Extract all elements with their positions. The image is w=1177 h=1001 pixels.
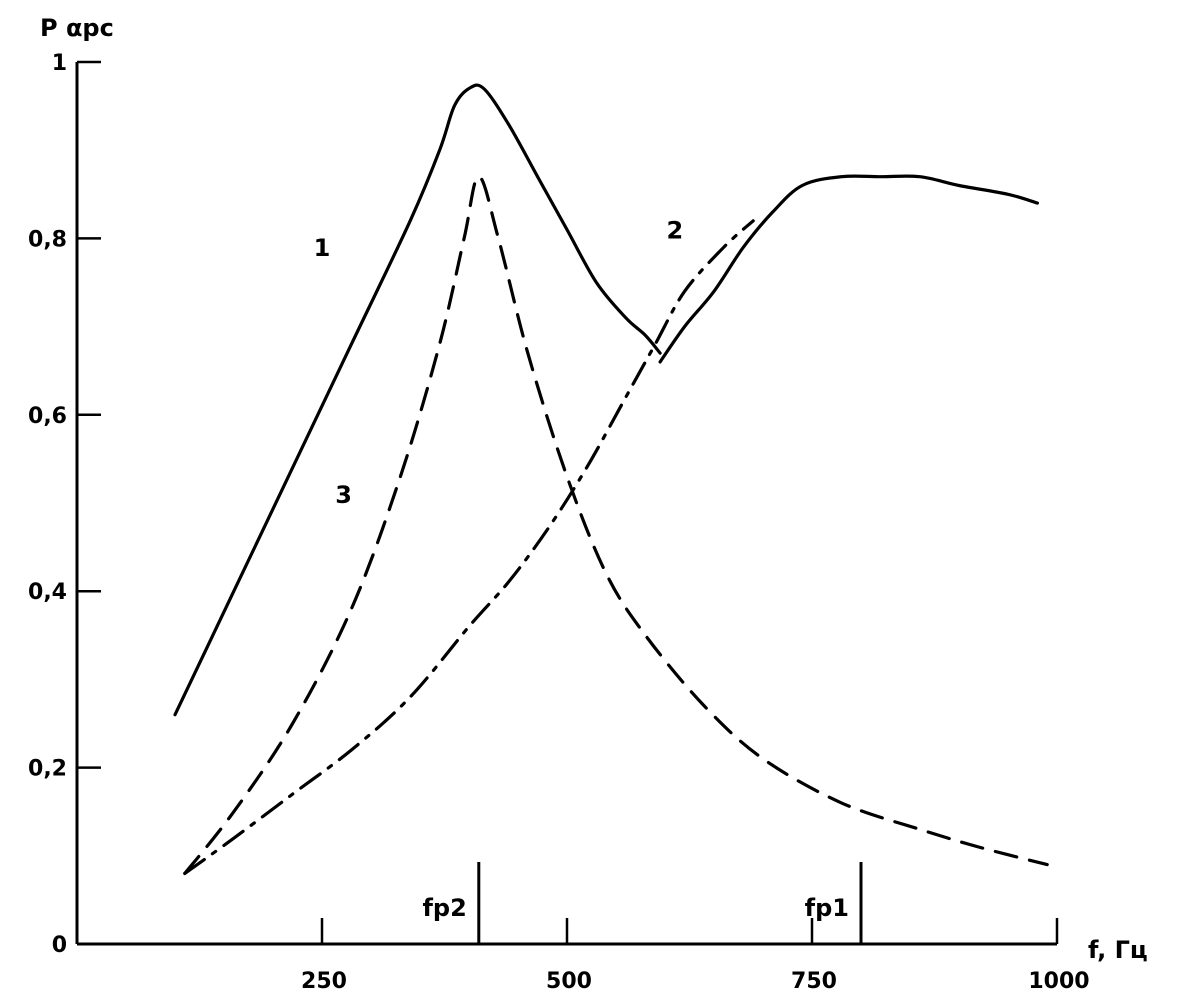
series-2-label: 2	[666, 216, 683, 244]
series-3-label: 3	[335, 481, 352, 509]
x-axis-label: f, Гц	[1088, 936, 1148, 964]
series-4-line	[183, 219, 755, 875]
x-tick-label: 750	[791, 969, 837, 994]
frequency-marker-label: fp2	[422, 894, 466, 922]
series-1-label: 1	[314, 234, 331, 262]
series-2-line	[658, 174, 1039, 364]
y-ticks: 0 0,2 0,4 0,6 0,8 1	[28, 51, 101, 958]
x-tick-label: 1000	[1028, 969, 1089, 994]
y-tick-label: 1	[52, 51, 67, 76]
x-tick-label: 250	[301, 969, 347, 994]
y-tick-label: 0,8	[28, 227, 67, 252]
frequency-marker-label: fp1	[805, 894, 849, 922]
y-tick-label: 0,6	[28, 404, 67, 429]
y-tick-label: 0,4	[28, 580, 67, 605]
y-tick-label: 0	[52, 933, 67, 958]
series-group: 1 2 3	[173, 83, 1049, 875]
x-ticks: 250 500 750 1000	[301, 918, 1090, 994]
series-3-line	[183, 175, 1049, 875]
axes	[75, 62, 1057, 946]
series-1-line	[173, 83, 662, 717]
frequency-markers: fp2 fp1	[422, 862, 863, 944]
y-tick-label: 0,2	[28, 757, 67, 782]
x-tick-label: 500	[546, 969, 592, 994]
y-axis-label: P αpc	[40, 14, 114, 42]
